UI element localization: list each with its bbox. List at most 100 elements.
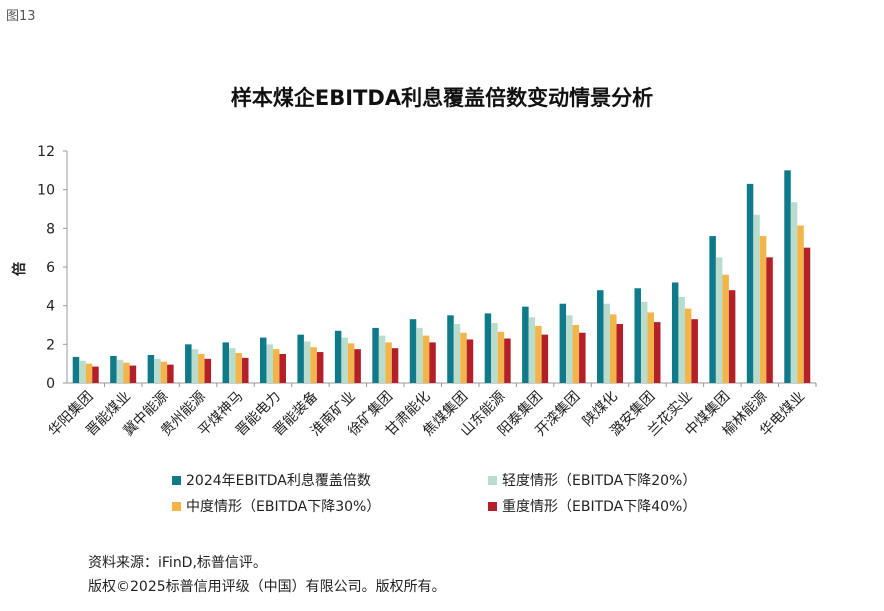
bar-开滦集团-s3 (579, 332, 586, 383)
bar-冀中能源-s0 (147, 354, 155, 383)
bar-榆林能源-s2 (759, 236, 767, 383)
bar-晋能电力-s0 (259, 337, 267, 383)
bar-兰花实业-s1 (678, 296, 685, 383)
y-axis-label: 倍 (11, 262, 28, 276)
bar-晋能煤业-s1 (116, 359, 124, 383)
y-tick-label: 8 (46, 221, 55, 237)
bar-榆林能源-s3 (766, 257, 773, 383)
bar-冀中能源-s2 (160, 361, 168, 383)
legend-swatch (172, 501, 181, 511)
bar-阳泰集团-s3 (541, 334, 549, 383)
legend-label: 轻度情形（EBITDA下降20%） (502, 473, 697, 489)
bar-冀中能源-s1 (154, 358, 161, 383)
bar-晋能装备-s1 (303, 341, 311, 383)
bar-甘肃能化-s3 (429, 342, 436, 383)
bar-晋能电力-s2 (272, 349, 280, 383)
copyright-text: 版权©2025标普信用评级（中国）有限公司。版权所有。 (88, 579, 446, 595)
bar-晋能煤业-s0 (110, 355, 117, 383)
bar-贵州能源-s0 (185, 344, 192, 383)
bar-山东能源-s2 (497, 331, 505, 383)
bar-华电煤业-s0 (784, 170, 791, 383)
bar-中煤集团-s2 (722, 274, 729, 383)
bar-陕煤化-s1 (603, 303, 611, 383)
legend-label: 2024年EBITDA利息覆盖倍数 (186, 473, 371, 489)
bar-冀中能源-s3 (167, 364, 174, 383)
bar-晋能装备-s0 (297, 334, 304, 383)
bar-焦煤集团-s0 (447, 315, 454, 383)
bar-阳泰集团-s1 (528, 317, 536, 383)
bar-平煤神马-s1 (229, 348, 236, 383)
y-tick-label: 2 (46, 337, 55, 353)
legend-swatch (488, 475, 497, 485)
source-text: 资料来源：iFinD,标普信评。 (88, 555, 267, 571)
bar-榆林能源-s0 (746, 183, 754, 383)
source-note: 资料来源：iFinD,标普信评。 版权©2025标普信用评级（中国）有限公司。版… (88, 551, 446, 599)
bar-山东能源-s1 (491, 323, 498, 383)
bar-中煤集团-s0 (709, 236, 716, 383)
bar-甘肃能化-s1 (416, 327, 423, 383)
bar-晋能装备-s2 (310, 347, 317, 383)
bar-开滦集团-s2 (572, 325, 580, 383)
bar-潞安集团-s3 (653, 322, 661, 383)
bar-晋能煤业-s3 (129, 365, 137, 383)
legend-item-moderate: 中度情形（EBITDA下降30%） (172, 496, 380, 516)
bar-焦煤集团-s3 (466, 339, 474, 383)
bar-华阳集团-s0 (72, 356, 80, 383)
bar-贵州能源-s2 (198, 354, 205, 383)
legend-item-severe: 重度情形（EBITDA下降40%） (488, 496, 696, 516)
bar-平煤神马-s0 (222, 342, 230, 383)
bar-甘肃能化-s2 (422, 335, 430, 383)
bar-晋能电力-s1 (266, 344, 273, 383)
bar-榆林能源-s1 (753, 214, 760, 383)
bar-淮南矿业-s3 (354, 349, 361, 383)
legend-swatch (172, 475, 181, 485)
bar-贵州能源-s3 (204, 358, 212, 383)
chart-title: 样本煤企EBITDA利息覆盖倍数变动情景分析 (230, 86, 654, 110)
bar-潞安集团-s2 (647, 312, 654, 383)
bar-焦煤集团-s2 (460, 332, 467, 383)
legend-label: 中度情形（EBITDA下降30%） (186, 499, 381, 515)
bar-陕煤化-s3 (616, 324, 624, 383)
bar-兰花实业-s0 (671, 282, 679, 383)
y-tick-label: 0 (46, 376, 55, 392)
bar-华阳集团-s3 (92, 366, 99, 383)
bar-陕煤化-s2 (610, 314, 617, 383)
bar-平煤神马-s2 (235, 353, 243, 383)
bar-淮南矿业-s1 (341, 337, 348, 383)
bar-兰花实业-s3 (691, 319, 698, 383)
bar-潞安集团-s0 (634, 288, 641, 383)
legend-item-2024: 2024年EBITDA利息覆盖倍数 (172, 470, 371, 490)
bar-chart: 024681012倍华阳集团晋能煤业冀中能源贵州能源平煤神马晋能电力晋能装备淮南… (11, 144, 817, 439)
bar-华电煤业-s1 (790, 202, 798, 383)
bar-中煤集团-s3 (728, 290, 736, 383)
bar-淮南矿业-s2 (347, 343, 355, 383)
bar-阳泰集团-s2 (535, 325, 542, 383)
bar-兰花实业-s2 (684, 308, 692, 383)
bar-徐矿集团-s0 (372, 327, 379, 383)
bar-晋能电力-s3 (279, 354, 286, 383)
bar-山东能源-s0 (484, 313, 492, 383)
bar-徐矿集团-s3 (391, 348, 399, 383)
bar-晋能装备-s3 (316, 352, 324, 383)
y-tick-label: 6 (46, 260, 55, 276)
y-tick-label: 10 (37, 183, 55, 199)
legend-label: 重度情形（EBITDA下降40%） (502, 499, 697, 515)
y-tick-label: 4 (46, 299, 55, 315)
legend-item-mild: 轻度情形（EBITDA下降20%） (488, 470, 696, 490)
bar-甘肃能化-s0 (409, 319, 417, 383)
bar-晋能煤业-s2 (123, 362, 130, 383)
bar-开滦集团-s0 (559, 303, 567, 383)
bar-平煤神马-s3 (242, 357, 249, 383)
bar-开滦集团-s1 (566, 315, 573, 383)
bar-陕煤化-s0 (597, 290, 604, 383)
bar-山东能源-s3 (504, 338, 511, 383)
bar-阳泰集团-s0 (522, 306, 529, 383)
y-tick-label: 12 (37, 144, 55, 160)
bar-华阳集团-s2 (85, 363, 93, 383)
bar-焦煤集团-s1 (453, 324, 461, 383)
bar-华电煤业-s3 (803, 247, 811, 383)
bar-贵州能源-s1 (191, 349, 199, 383)
bar-华电煤业-s2 (797, 225, 804, 383)
bar-徐矿集团-s1 (378, 335, 386, 383)
bar-徐矿集团-s2 (385, 342, 392, 383)
